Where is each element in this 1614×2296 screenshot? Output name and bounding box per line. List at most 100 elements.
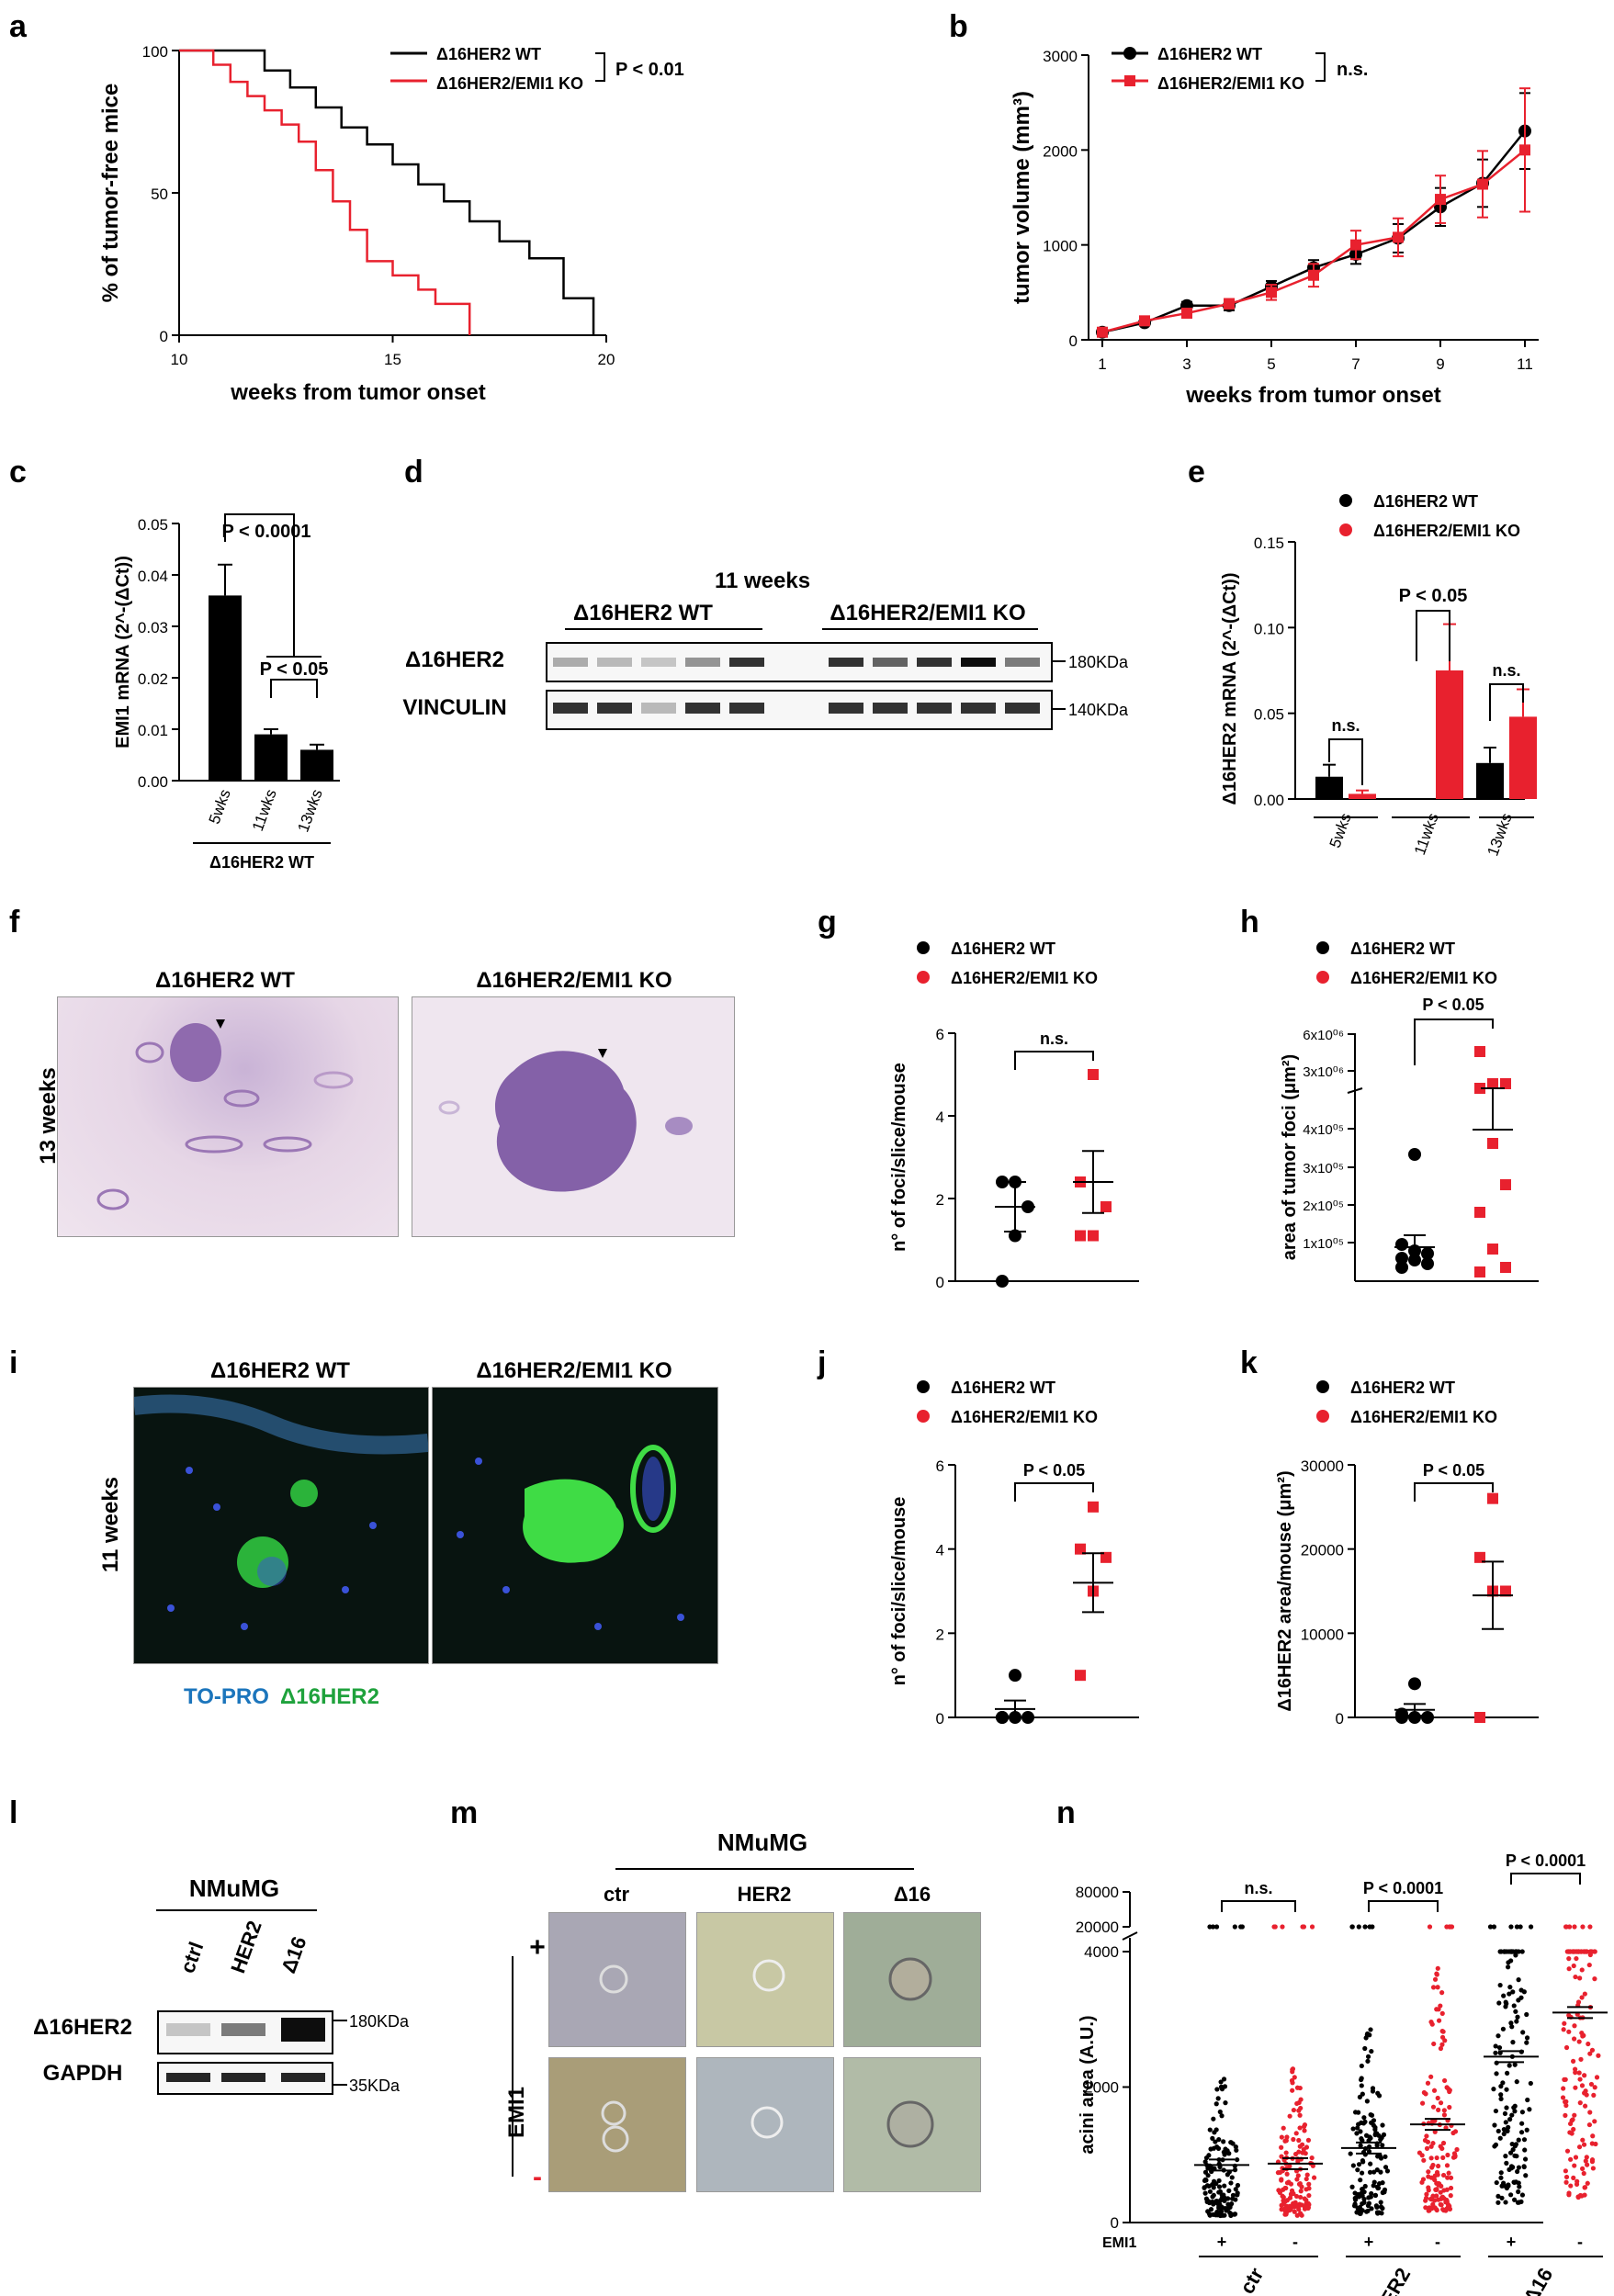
n-point — [1213, 2139, 1218, 2144]
n-point — [1216, 2184, 1223, 2189]
n-point — [1289, 2188, 1295, 2193]
g-bracket — [1014, 1051, 1094, 1070]
n-point — [1521, 1989, 1527, 1995]
n-point — [1361, 2115, 1367, 2121]
n-point — [1380, 2122, 1385, 2128]
n-point — [1578, 2056, 1584, 2062]
e-ytick-label: 0.05 — [1254, 706, 1284, 724]
n-point — [1564, 2148, 1571, 2154]
n-point — [1516, 1998, 1521, 2003]
n-point — [1504, 2160, 1509, 2166]
m-image-plus-her2 — [696, 1912, 834, 2047]
n-point — [1583, 2158, 1588, 2164]
c-ytick-label: 0.01 — [138, 722, 168, 739]
c-bar — [209, 595, 242, 781]
e-ylabel: Δ16HER2 mRNA (2^-(ΔCt)) — [1220, 572, 1240, 805]
n-swarm-4 — [1487, 1924, 1534, 2205]
n-point — [1420, 2177, 1427, 2182]
n-point — [1372, 2192, 1379, 2199]
n-point — [1288, 2207, 1293, 2212]
n-point — [1501, 2180, 1507, 2186]
c-bracket-2 — [270, 679, 318, 698]
h-annotation: P < 0.05 — [1422, 996, 1484, 1014]
n-point — [1521, 2137, 1528, 2143]
n-point — [1226, 2188, 1232, 2193]
d-marker-180: 180KDa — [1068, 653, 1129, 671]
h-point-ko — [1500, 1262, 1511, 1273]
n-point — [1302, 2128, 1307, 2133]
n-point — [1520, 2030, 1526, 2035]
n-point — [1573, 2085, 1578, 2090]
j-bracket — [1014, 1482, 1094, 1502]
c-xtick-label: 11wks — [249, 787, 280, 834]
n-point — [1507, 2167, 1512, 2172]
n-point — [1497, 1982, 1503, 1988]
n-point — [1294, 2212, 1300, 2218]
d-marker-140: 140KDa — [1068, 701, 1129, 719]
m-image-minus-d16 — [843, 2057, 981, 2192]
n-point — [1513, 2009, 1518, 2014]
n-point — [1213, 2144, 1220, 2150]
n-emi1-label: EMI1 — [1102, 2235, 1136, 2251]
n-point — [1560, 2095, 1566, 2100]
n-point — [1227, 2204, 1233, 2210]
n-emi1-sign: + — [1507, 2233, 1517, 2251]
l-band-gapdh — [281, 2073, 325, 2082]
n-point — [1368, 2111, 1373, 2118]
n-point — [1367, 2169, 1373, 2175]
f-title-wt: Δ16HER2 WT — [155, 968, 295, 993]
n-point — [1202, 2190, 1208, 2196]
n-point — [1494, 2060, 1499, 2065]
n-point — [1371, 2118, 1377, 2123]
n-point — [1374, 2167, 1380, 2173]
n-point — [1582, 2103, 1588, 2109]
m-image-plus-d16 — [843, 1912, 981, 2047]
n-point — [1350, 2163, 1356, 2168]
e-legend-ko-marker — [1339, 523, 1352, 536]
n-point — [1355, 2205, 1360, 2211]
n-point — [1296, 2149, 1302, 2155]
c-bar — [300, 749, 333, 781]
b-point-ko — [1393, 231, 1404, 243]
b-point-ko — [1224, 298, 1235, 310]
f-title-ko: Δ16HER2/EMI1 KO — [476, 968, 672, 993]
n-point — [1451, 2151, 1458, 2156]
n-point — [1509, 2141, 1515, 2147]
n-point — [1309, 2155, 1315, 2161]
n-point — [1435, 1965, 1440, 1971]
b-xtick-label: 5 — [1267, 355, 1275, 373]
n-point — [1577, 2100, 1583, 2106]
a-ytick-label: 100 — [142, 43, 168, 61]
b-series-line-ko — [1101, 149, 1526, 333]
n-point — [1519, 2121, 1525, 2126]
h-point-wt — [1395, 1261, 1408, 1274]
h-point-wt — [1395, 1252, 1408, 1265]
n-point — [1299, 2202, 1304, 2208]
a-series-ko — [179, 49, 471, 335]
n-point — [1497, 2135, 1503, 2141]
n-point — [1508, 2020, 1514, 2026]
n-point — [1365, 2058, 1371, 2064]
c-bar — [254, 734, 288, 781]
n-point — [1573, 2066, 1578, 2072]
n-point — [1279, 2144, 1284, 2150]
n-point — [1425, 2080, 1431, 2086]
n-point — [1585, 2180, 1590, 2186]
e-legend-wt-marker — [1339, 494, 1352, 507]
a-xtick-label: 15 — [384, 351, 401, 368]
n-point — [1590, 2133, 1596, 2139]
n-point-outlier — [1300, 1924, 1305, 1930]
n-point — [1566, 1966, 1572, 1972]
n-point — [1371, 2179, 1377, 2185]
n-point — [1419, 2100, 1426, 2106]
d-band-vinculin-ko — [873, 703, 908, 714]
l-marker-180: 180KDa — [349, 2012, 410, 2031]
n-point — [1440, 2155, 1446, 2160]
h-legend-ko-marker — [1316, 971, 1329, 984]
n-point — [1582, 1991, 1587, 1997]
n-point — [1222, 2212, 1227, 2218]
n-point — [1506, 1964, 1511, 1970]
n-point — [1358, 2129, 1363, 2134]
b-point-ko — [1350, 239, 1361, 251]
n-point — [1216, 2137, 1222, 2143]
